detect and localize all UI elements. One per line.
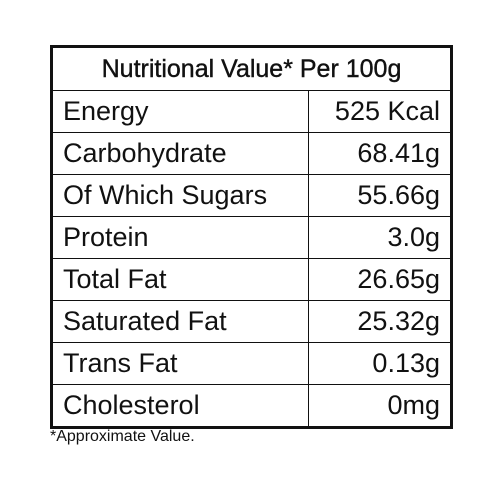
nutrition-table: Nutritional Value* Per 100g Energy 525 Kc… xyxy=(50,45,453,429)
nutrient-name: Cholesterol xyxy=(51,384,309,428)
nutrient-name: Of Which Sugars xyxy=(51,174,309,217)
table-row: Carbohydrate 68.41g xyxy=(51,132,452,175)
header-row: Nutritional Value* Per 100g xyxy=(51,46,452,91)
nutrient-name: Trans Fat xyxy=(51,342,309,385)
table-row: Protein 3.0g xyxy=(51,216,452,259)
nutrient-value: 0mg xyxy=(308,384,452,428)
nutrient-value: 55.66g xyxy=(308,174,452,217)
table-row: Energy 525 Kcal xyxy=(51,90,452,133)
table-row: Cholesterol 0mg xyxy=(51,384,452,428)
nutrient-name: Saturated Fat xyxy=(51,300,309,343)
nutrient-name: Carbohydrate xyxy=(51,132,309,175)
table-row: Trans Fat 0.13g xyxy=(51,342,452,385)
table-title: Nutritional Value* Per 100g xyxy=(51,46,452,91)
table-body: Energy 525 Kcal Carbohydrate 68.41g Of Which… xyxy=(51,90,452,428)
nutrient-value: 0.13g xyxy=(308,342,452,385)
table-head: Nutritional Value* Per 100g xyxy=(51,46,452,91)
table-row: Saturated Fat 25.32g xyxy=(51,300,452,343)
table-row: Total Fat 26.65g xyxy=(51,258,452,301)
footnote: *Approximate Value. xyxy=(50,428,195,445)
nutrient-name: Total Fat xyxy=(51,258,309,301)
nutrient-value: 68.41g xyxy=(308,132,452,175)
nutrient-value: 3.0g xyxy=(308,216,452,259)
nutrient-value: 26.65g xyxy=(308,258,452,301)
nutrient-value: 25.32g xyxy=(308,300,452,343)
nutrient-name: Protein xyxy=(51,216,309,259)
nutrient-name: Energy xyxy=(51,90,309,133)
table-row: Of Which Sugars 55.66g xyxy=(51,174,452,217)
nutrient-value: 525 Kcal xyxy=(308,90,452,133)
